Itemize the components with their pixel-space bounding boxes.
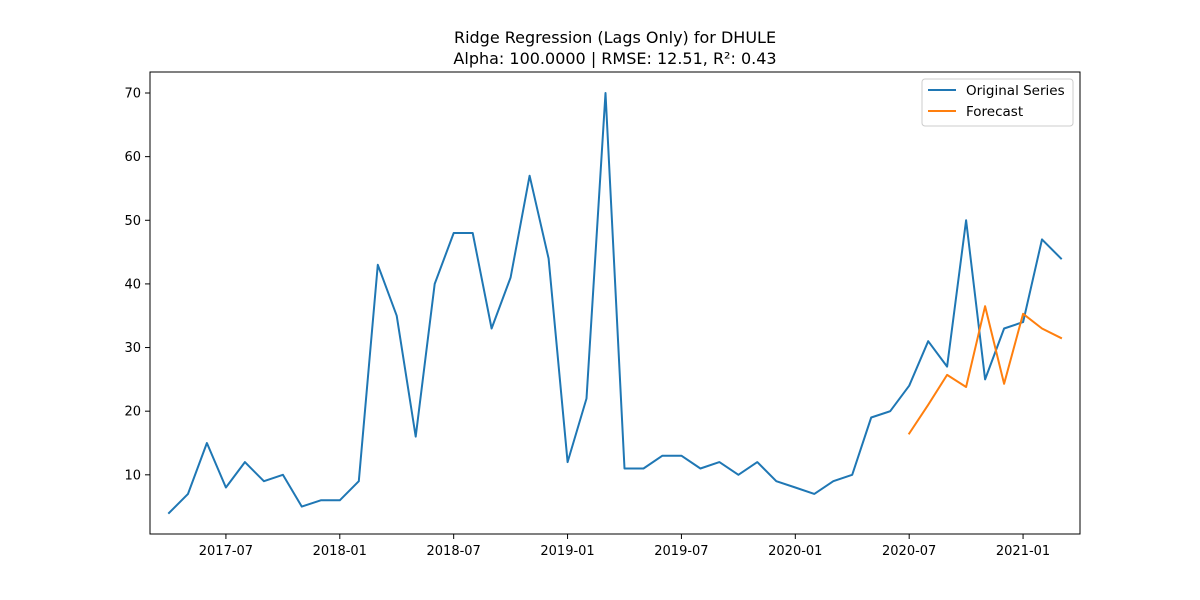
x-tick-label: 2019-01 <box>540 544 594 559</box>
x-tick-label: 2018-01 <box>313 544 367 559</box>
y-tick-label: 10 <box>124 468 141 483</box>
y-tick-label: 30 <box>124 341 141 356</box>
x-axis: 2017-07 2018-01 2018-07 2019-01 2019-07 2020-… <box>199 534 1050 559</box>
y-tick-label: 50 <box>124 214 141 229</box>
x-tick-label: 2021-01 <box>996 544 1050 559</box>
legend-label-forecast: Forecast <box>966 104 1023 120</box>
x-tick-label: 2017-07 <box>199 544 253 559</box>
y-axis: 10 20 30 40 50 60 70 <box>124 87 150 483</box>
chart-title: Ridge Regression (Lags Only) for DHULE <box>454 28 776 47</box>
y-tick-label: 40 <box>124 277 141 292</box>
chart-subtitle: Alpha: 100.0000 | RMSE: 12.51, R²: 0.43 <box>453 49 776 68</box>
y-tick-label: 60 <box>124 150 141 165</box>
series-line-original-series <box>167 92 1063 515</box>
x-tick-label: 2018-07 <box>427 544 481 559</box>
x-tick-label: 2019-07 <box>654 544 708 559</box>
series-layer <box>167 92 1063 515</box>
y-tick-label: 70 <box>124 87 141 102</box>
y-tick-label: 20 <box>124 405 141 420</box>
x-tick-label: 2020-07 <box>882 544 936 559</box>
plot-frame <box>149 71 1081 535</box>
legend-label-original-series: Original Series <box>966 83 1065 99</box>
series-line-forecast <box>907 305 1063 435</box>
x-tick-label: 2020-01 <box>768 544 822 559</box>
legend-box <box>921 78 1074 127</box>
legend: Original Series Forecast <box>921 78 1074 127</box>
